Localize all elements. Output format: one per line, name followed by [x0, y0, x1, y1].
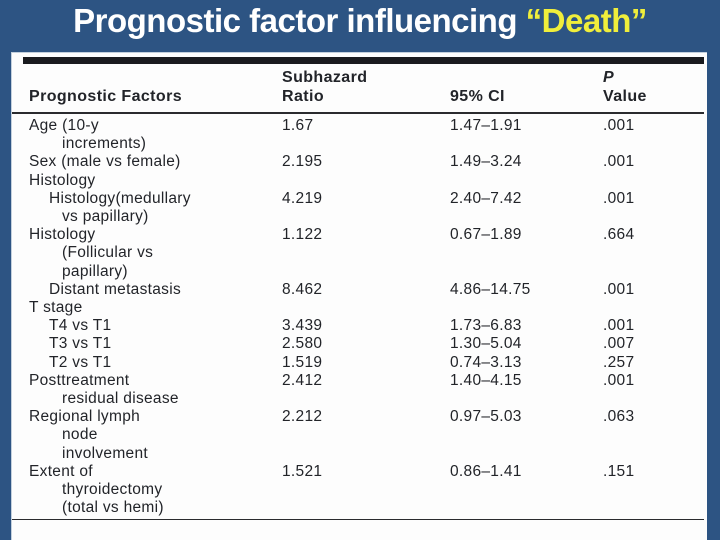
factor-cell: Histology (Follicular vs papillary) [29, 226, 154, 280]
table-row: T4 vs T1 3.439 1.73–6.83 .001 [12, 317, 707, 335]
factor-cell: T2 vs T1 [49, 353, 112, 371]
column-header-subhazard-ratio: Subhazard Ratio [282, 69, 368, 105]
factor-cell: T4 vs T1 [49, 317, 112, 335]
ci-cell: 1.49–3.24 [450, 153, 522, 171]
table-panel: Prognostic Factors Subhazard Ratio 95% C… [11, 52, 707, 540]
ci-cell: 0.74–3.13 [450, 353, 522, 371]
p-value-cell: .001 [603, 189, 635, 207]
ci-cell: 0.67–1.89 [450, 226, 522, 244]
table-row: Histology [12, 172, 707, 190]
factor-cell: Sex (male vs female) [29, 153, 181, 171]
table-row: Posttreatment residual disease 2.412 1.40… [12, 372, 707, 408]
p-value-cell: .063 [603, 408, 635, 426]
subhazard-ratio-cell: 1.521 [282, 462, 323, 480]
factor-cell: T stage [29, 299, 83, 317]
table-row: Histology(medullary vs papillary) 4.219 2… [12, 190, 707, 226]
p-value-cell: .001 [603, 280, 635, 298]
ci-cell: 1.30–5.04 [450, 335, 522, 353]
subhazard-ratio-cell: 2.212 [282, 408, 323, 426]
p-value-cell: .151 [603, 462, 635, 480]
ci-cell: 1.47–1.91 [450, 117, 522, 134]
slide-title-highlight: “Death” [525, 2, 648, 39]
ci-cell: 0.86–1.41 [450, 462, 522, 480]
subhazard-ratio-cell [282, 172, 450, 190]
p-value-cell: .007 [603, 335, 635, 353]
slide-title-text: Prognostic factor influencing [73, 2, 526, 39]
factor-cell: Age (10-y increments) [29, 117, 147, 153]
subhazard-ratio-cell: 4.219 [282, 189, 323, 207]
subhazard-ratio-cell: 8.462 [282, 280, 323, 298]
subhazard-ratio-cell: 2.412 [282, 371, 323, 389]
ci-cell: 1.73–6.83 [450, 317, 522, 335]
p-value-cell: .001 [603, 117, 635, 134]
p-value-cell: .001 [603, 317, 635, 335]
subhazard-ratio-cell: 3.439 [282, 317, 323, 335]
ci-cell: 1.40–4.15 [450, 371, 522, 389]
ci-cell: 2.40–7.42 [450, 189, 522, 207]
subhazard-ratio-cell: 2.195 [282, 153, 323, 171]
p-value-cell: .001 [603, 371, 635, 389]
table-row: Regional lymph node involvement 2.212 0.97… [12, 408, 707, 463]
table-row: T2 vs T1 1.519 0.74–3.13 .257 [12, 354, 707, 372]
ci-cell: 0.97–5.03 [450, 408, 522, 426]
table-row: T3 vs T1 2.580 1.30–5.04 .007 [12, 335, 707, 353]
factor-cell: Regional lymph node involvement [29, 408, 149, 462]
factor-cell: T3 vs T1 [49, 335, 112, 353]
table-row: Sex (male vs female) 2.195 1.49–3.24 .00… [12, 153, 707, 171]
column-header-prognostic-factors: Prognostic Factors [29, 88, 183, 105]
p-value-cell: .001 [603, 153, 635, 171]
table-top-bar [23, 57, 704, 64]
factor-cell: Posttreatment residual disease [29, 371, 179, 408]
subhazard-ratio-cell [282, 299, 450, 317]
ci-cell: 4.86–14.75 [450, 280, 531, 298]
factor-cell: Extent of thyroidectomy (total vs hemi) [29, 462, 164, 517]
header-divider [12, 112, 704, 114]
p-value-cell: .257 [603, 353, 635, 371]
ci-cell [450, 172, 603, 190]
table-row: Histology (Follicular vs papillary) 1.122 … [12, 226, 707, 281]
factor-cell: Histology [29, 171, 96, 189]
p-value-cell [603, 299, 707, 317]
subhazard-ratio-cell: 2.580 [282, 335, 323, 353]
ci-cell [450, 299, 603, 317]
subhazard-ratio-cell: 1.519 [282, 353, 323, 371]
table-body: Age (10-y increments) 1.67 1.47–1.91 .001… [12, 114, 707, 517]
slide-title: Prognostic factor influencing “Death” [0, 2, 720, 40]
subhazard-ratio-cell: 1.122 [282, 226, 323, 244]
p-value-cell: .664 [603, 226, 635, 244]
table-row: Age (10-y increments) 1.67 1.47–1.91 .001 [12, 117, 707, 153]
factor-cell: Distant metastasis [49, 280, 182, 298]
subhazard-ratio-cell: 1.67 [282, 117, 314, 134]
table-bottom-divider [12, 519, 704, 521]
table-row: Distant metastasis 8.462 4.86–14.75 .001 [12, 281, 707, 299]
table-row: T stage [12, 299, 707, 317]
factor-cell: Histology(medullary vs papillary) [49, 189, 191, 226]
column-header-95-ci: 95% CI [450, 88, 505, 105]
column-header-p-value: P Value [603, 69, 647, 105]
p-value-cell [603, 172, 707, 190]
table-header-row: Prognostic Factors Subhazard Ratio 95% C… [12, 68, 707, 112]
table-row: Extent of thyroidectomy (total vs hemi) 1.… [12, 463, 707, 518]
